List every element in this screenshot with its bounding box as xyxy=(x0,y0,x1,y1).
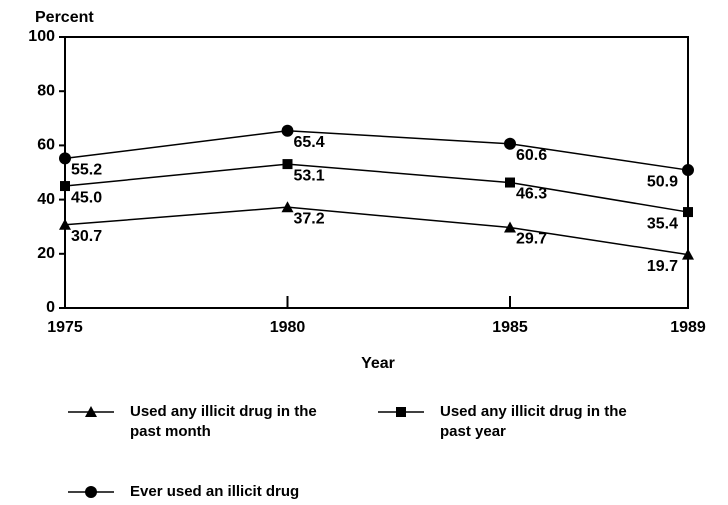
marker xyxy=(504,137,516,150)
data-label: 19.7 xyxy=(647,258,678,275)
data-label: 53.1 xyxy=(294,167,325,184)
marker xyxy=(85,486,97,498)
marker xyxy=(683,207,693,218)
x-tick-label: 1989 xyxy=(670,319,706,336)
marker xyxy=(59,152,71,165)
marker xyxy=(682,248,694,260)
data-label: 50.9 xyxy=(647,173,678,190)
y-tick-label: 40 xyxy=(37,191,55,208)
marker xyxy=(505,177,515,188)
marker xyxy=(396,407,406,417)
marker xyxy=(281,201,294,213)
series-line xyxy=(64,206,689,256)
data-label: 46.3 xyxy=(516,186,547,203)
data-label: 30.7 xyxy=(71,228,102,245)
plot-frame xyxy=(64,36,689,309)
y-tick-label: 100 xyxy=(28,28,55,45)
marker xyxy=(282,159,293,170)
data-label: 60.6 xyxy=(516,147,547,164)
y-tick-label: 60 xyxy=(37,137,55,154)
marker xyxy=(59,218,71,230)
marker xyxy=(60,181,70,192)
data-label: 29.7 xyxy=(516,231,547,248)
y-tick-label: 20 xyxy=(37,245,55,262)
data-label: 45.0 xyxy=(71,189,102,206)
legend-label: Used any illicit drug in the past year xyxy=(440,403,627,440)
marker xyxy=(504,221,516,233)
marker xyxy=(281,124,294,137)
x-tick-label: 1975 xyxy=(47,319,83,336)
marker xyxy=(682,164,694,177)
data-label: 37.2 xyxy=(294,210,325,227)
x-axis-label: Year xyxy=(361,355,395,372)
series-line xyxy=(64,163,689,213)
legend-label: Ever used an illicit drug xyxy=(130,483,300,500)
y-tick-label: 0 xyxy=(46,299,55,316)
series-line xyxy=(64,130,689,171)
data-label: 55.2 xyxy=(71,162,102,179)
data-label: 35.4 xyxy=(647,215,678,232)
x-tick-label: 1980 xyxy=(270,319,306,336)
legend-label: Used any illicit drug in the past month xyxy=(130,403,317,440)
data-label: 65.4 xyxy=(294,134,325,151)
x-tick-label: 1985 xyxy=(492,319,528,336)
marker xyxy=(85,406,97,417)
y-tick-label: 80 xyxy=(37,82,55,99)
y-axis-label: Percent xyxy=(35,9,94,26)
